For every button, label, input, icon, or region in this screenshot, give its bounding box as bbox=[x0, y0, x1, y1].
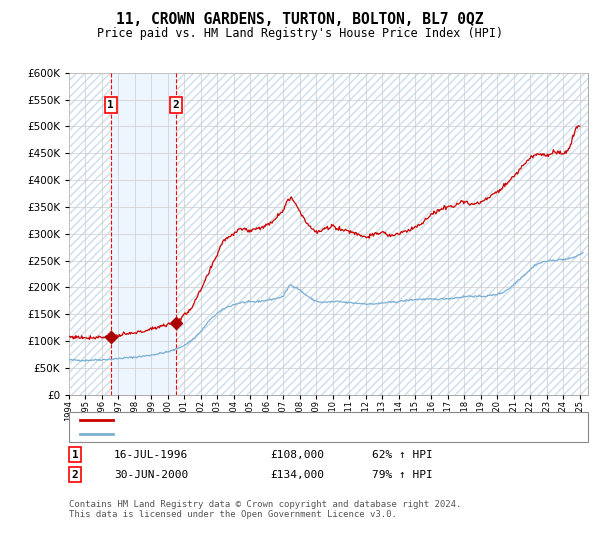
Text: Contains HM Land Registry data © Crown copyright and database right 2024.
This d: Contains HM Land Registry data © Crown c… bbox=[69, 500, 461, 519]
Text: 1: 1 bbox=[107, 100, 114, 110]
Text: 2: 2 bbox=[173, 100, 179, 110]
Text: 2: 2 bbox=[71, 470, 79, 480]
Bar bbox=[111, 73, 176, 395]
Text: 79% ↑ HPI: 79% ↑ HPI bbox=[372, 470, 433, 480]
Text: 30-JUN-2000: 30-JUN-2000 bbox=[114, 470, 188, 480]
Bar bbox=[176, 73, 588, 395]
Text: 16-JUL-1996: 16-JUL-1996 bbox=[114, 450, 188, 460]
Text: 11, CROWN GARDENS, TURTON, BOLTON, BL7 0QZ: 11, CROWN GARDENS, TURTON, BOLTON, BL7 0… bbox=[116, 12, 484, 27]
Text: £134,000: £134,000 bbox=[270, 470, 324, 480]
Text: HPI: Average price, detached house, Blackburn with Darwen: HPI: Average price, detached house, Blac… bbox=[118, 429, 460, 439]
Text: £108,000: £108,000 bbox=[270, 450, 324, 460]
Text: 11, CROWN GARDENS, TURTON, BOLTON, BL7 0QZ (detached house): 11, CROWN GARDENS, TURTON, BOLTON, BL7 0… bbox=[118, 415, 472, 425]
Text: Price paid vs. HM Land Registry's House Price Index (HPI): Price paid vs. HM Land Registry's House … bbox=[97, 27, 503, 40]
Text: 62% ↑ HPI: 62% ↑ HPI bbox=[372, 450, 433, 460]
Text: 1: 1 bbox=[71, 450, 79, 460]
Bar bbox=[69, 73, 111, 395]
